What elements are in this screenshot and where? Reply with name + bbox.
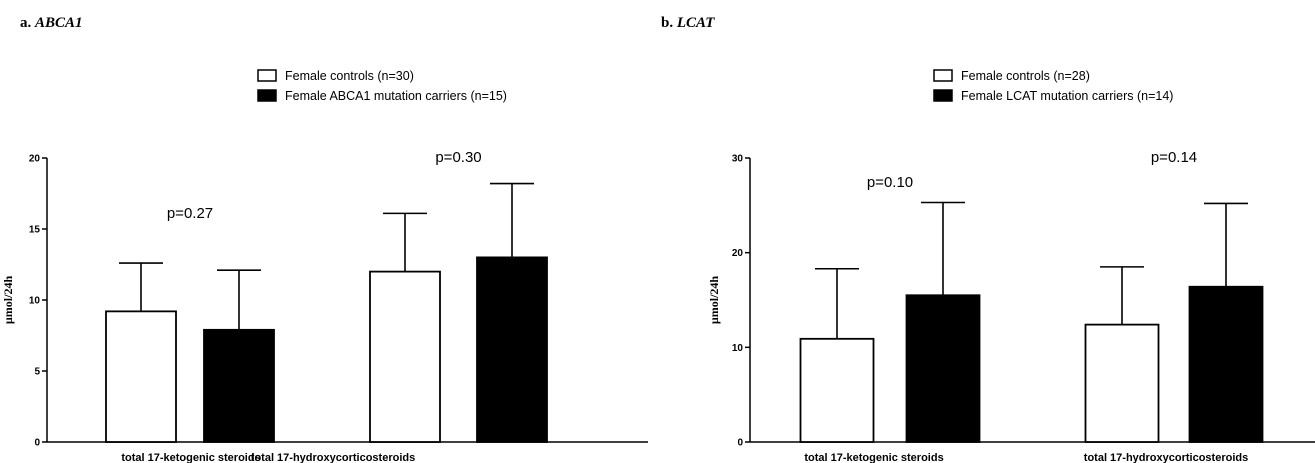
x-category-label: total 17-ketogenic steroids: [121, 452, 260, 463]
bar: [369, 270, 441, 443]
panel-label: a.: [20, 15, 35, 31]
bar: [1084, 323, 1160, 443]
y-tick-label: 20: [29, 154, 41, 165]
legend-swatch: [933, 69, 953, 82]
legend-swatch: [257, 89, 277, 102]
legend-label: Female controls (n=30): [285, 69, 414, 83]
y-axis-label: µmol/24h: [1, 276, 15, 325]
legend-label: Female ABCA1 mutation carriers (n=15): [285, 89, 507, 103]
panel-title: a. ABCA1: [20, 15, 83, 31]
y-tick-label: 15: [29, 225, 41, 236]
bar: [105, 310, 177, 443]
p-value-annotation: p=0.14: [1151, 149, 1197, 166]
panel-gene: LCAT: [676, 15, 715, 31]
p-value-annotation: p=0.30: [435, 149, 481, 166]
bar: [1188, 285, 1264, 443]
y-tick-label: 0: [737, 438, 743, 449]
y-tick-label: 30: [732, 154, 744, 165]
x-category-label: total 17-ketogenic steroids: [804, 452, 943, 463]
y-axis-label: µmol/24h: [707, 276, 721, 325]
legend-swatch: [257, 69, 277, 82]
y-tick-label: 5: [34, 367, 40, 378]
legend-label: Female LCAT mutation carriers (n=14): [961, 89, 1173, 103]
legend-label: Female controls (n=28): [961, 69, 1090, 83]
p-value-annotation: p=0.10: [867, 174, 913, 191]
panel-title: b. LCAT: [661, 15, 715, 31]
y-tick-label: 0: [34, 438, 40, 449]
p-value-annotation: p=0.27: [167, 205, 213, 222]
bar: [203, 328, 275, 443]
chart-panel-a: a. ABCA1 Female controls (n=30) Female ABC…: [1, 15, 648, 463]
bar: [476, 256, 548, 443]
y-tick-label: 20: [732, 248, 744, 259]
y-tick-label: 10: [732, 343, 744, 354]
x-category-label: total 17-hydroxycorticosteroids: [251, 452, 415, 463]
legend-swatch: [933, 89, 953, 102]
chart-panel-b: b. LCAT Female controls (n=28) Female LCAT…: [661, 15, 1315, 463]
panel-label: b.: [661, 15, 677, 31]
bar: [799, 337, 875, 443]
y-tick-label: 10: [29, 296, 41, 307]
panel-gene: ABCA1: [34, 15, 83, 31]
bar: [905, 294, 981, 443]
x-category-label: total 17-hydroxycorticosteroids: [1084, 452, 1248, 463]
